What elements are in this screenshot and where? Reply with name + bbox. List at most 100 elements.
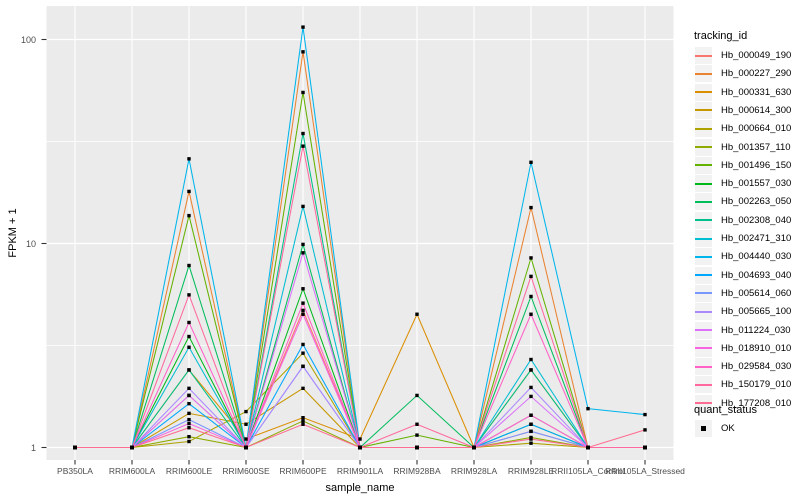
legend-line-swatch (695, 164, 712, 167)
x-tick-label: RRIM600PE (279, 466, 327, 476)
legend-entry-Hb_004440_030: Hb_004440_030 (695, 248, 791, 266)
data-point (187, 334, 191, 339)
data-point (529, 256, 533, 260)
data-point (586, 445, 590, 450)
data-point (187, 320, 191, 325)
data-point (358, 437, 362, 441)
data-point (187, 386, 191, 391)
data-point (301, 90, 305, 95)
legend-line-swatch (695, 200, 712, 203)
legend-line-swatch (695, 91, 712, 94)
data-point (187, 401, 191, 406)
legend-line-swatch (695, 237, 712, 240)
data-point (187, 157, 191, 161)
legend-entry-Hb_000664_010: Hb_000664_010 (695, 120, 791, 138)
legend-entry-label: Hb_004440_030 (721, 251, 792, 263)
x-axis-title: sample_name (325, 482, 395, 494)
x-tick-label: PB350LA (57, 466, 93, 476)
legend-entry-Hb_000331_630: Hb_000331_630 (695, 83, 791, 101)
data-point (529, 394, 533, 399)
legend-title-quant-status: quant_status (694, 404, 757, 416)
data-point (472, 445, 476, 450)
x-tick-label: RRIM928LE (507, 466, 555, 476)
data-point (643, 428, 647, 432)
x-tick-label: RRIM600SE (222, 466, 270, 476)
data-point (586, 406, 590, 411)
data-point (301, 50, 305, 54)
legend-entry-label: Hb_177208_010 (721, 397, 792, 409)
legend-entry-label: Hb_001496_150 (721, 159, 792, 171)
legend-entry-Hb_000227_290: Hb_000227_290 (695, 65, 791, 83)
legend-entry-label: Hb_002308_040 (721, 214, 792, 226)
legend-key-box (695, 175, 712, 193)
data-point (187, 421, 191, 426)
legend-entry-label: OK (721, 422, 735, 434)
legend-line-swatch (695, 347, 712, 350)
legend-key-box (695, 156, 712, 174)
legend-entry-label: Hb_002471_310 (721, 233, 792, 244)
data-point (301, 386, 305, 391)
legend-line-swatch (695, 54, 712, 57)
data-point (301, 251, 305, 255)
legend-key-box (695, 230, 712, 247)
legend-entry-label: Hb_001357_110 (721, 141, 791, 153)
legend-key-box (695, 419, 712, 437)
legend-key-box (695, 65, 712, 83)
data-point (301, 351, 305, 355)
legend-key-box (695, 101, 712, 119)
data-point (187, 426, 191, 430)
legend-line-swatch (695, 402, 712, 405)
legend-key-box (695, 248, 712, 266)
legend-entry-Hb_004693_040: Hb_004693_040 (695, 266, 791, 284)
y-axis-title: FPKM + 1 (7, 208, 19, 258)
data-point (244, 437, 248, 441)
legend-entry-label: Hb_000331_630 (721, 86, 792, 98)
data-point (187, 411, 191, 416)
data-point (415, 422, 419, 426)
x-tick-label: RRII105LA_Stressed (605, 466, 685, 476)
data-point (301, 422, 305, 426)
legend-entry-label: Hb_004693_040 (721, 269, 792, 281)
legend-line-swatch (695, 182, 712, 185)
legend-entry-Hb_029584_030: Hb_029584_030 (695, 358, 791, 376)
legend-entry-Hb_002263_050: Hb_002263_050 (695, 193, 791, 211)
legend-line-swatch (695, 72, 712, 75)
y-tick-label: 100 (20, 34, 36, 45)
legend-key-box (695, 83, 712, 101)
legend-entry-Hb_002308_040: Hb_002308_040 (695, 211, 791, 229)
data-point (301, 25, 305, 29)
data-point (529, 437, 533, 441)
legend-entry-Hb_150179_010: Hb_150179_010 (695, 376, 791, 394)
x-tick-label: RRIM928LA (450, 466, 498, 476)
data-point (301, 419, 305, 423)
legend-entry-quant-ok: OK (695, 419, 735, 437)
x-tick-label: RRIM901LA (336, 466, 384, 476)
data-point (529, 357, 533, 362)
data-point (244, 445, 248, 450)
y-tick-label: 1 (30, 442, 36, 453)
data-point (529, 160, 533, 165)
legend-entry-Hb_000049_190: Hb_000049_190 (695, 47, 791, 65)
x-tick-label: RRIM928BA (393, 466, 441, 476)
legend-line-swatch (695, 292, 712, 295)
legend-entry-label: Hb_000664_010 (721, 123, 792, 135)
legend-entry-Hb_000614_300: Hb_000614_300 (695, 101, 791, 119)
data-point (187, 213, 191, 218)
data-point (529, 368, 533, 372)
legend-key-box (695, 193, 712, 211)
data-point (529, 413, 533, 417)
data-point (415, 445, 419, 450)
legend-key-box (695, 47, 712, 64)
data-point (187, 263, 191, 268)
data-point (301, 364, 305, 369)
data-point (301, 144, 305, 148)
data-point (529, 385, 533, 390)
legend-key-box (695, 284, 712, 302)
legend-key-box (695, 394, 712, 412)
legend-key-box (695, 303, 712, 321)
legend-entry-label: Hb_001557_030 (721, 178, 792, 190)
data-point (529, 274, 533, 279)
data-point (187, 434, 191, 439)
